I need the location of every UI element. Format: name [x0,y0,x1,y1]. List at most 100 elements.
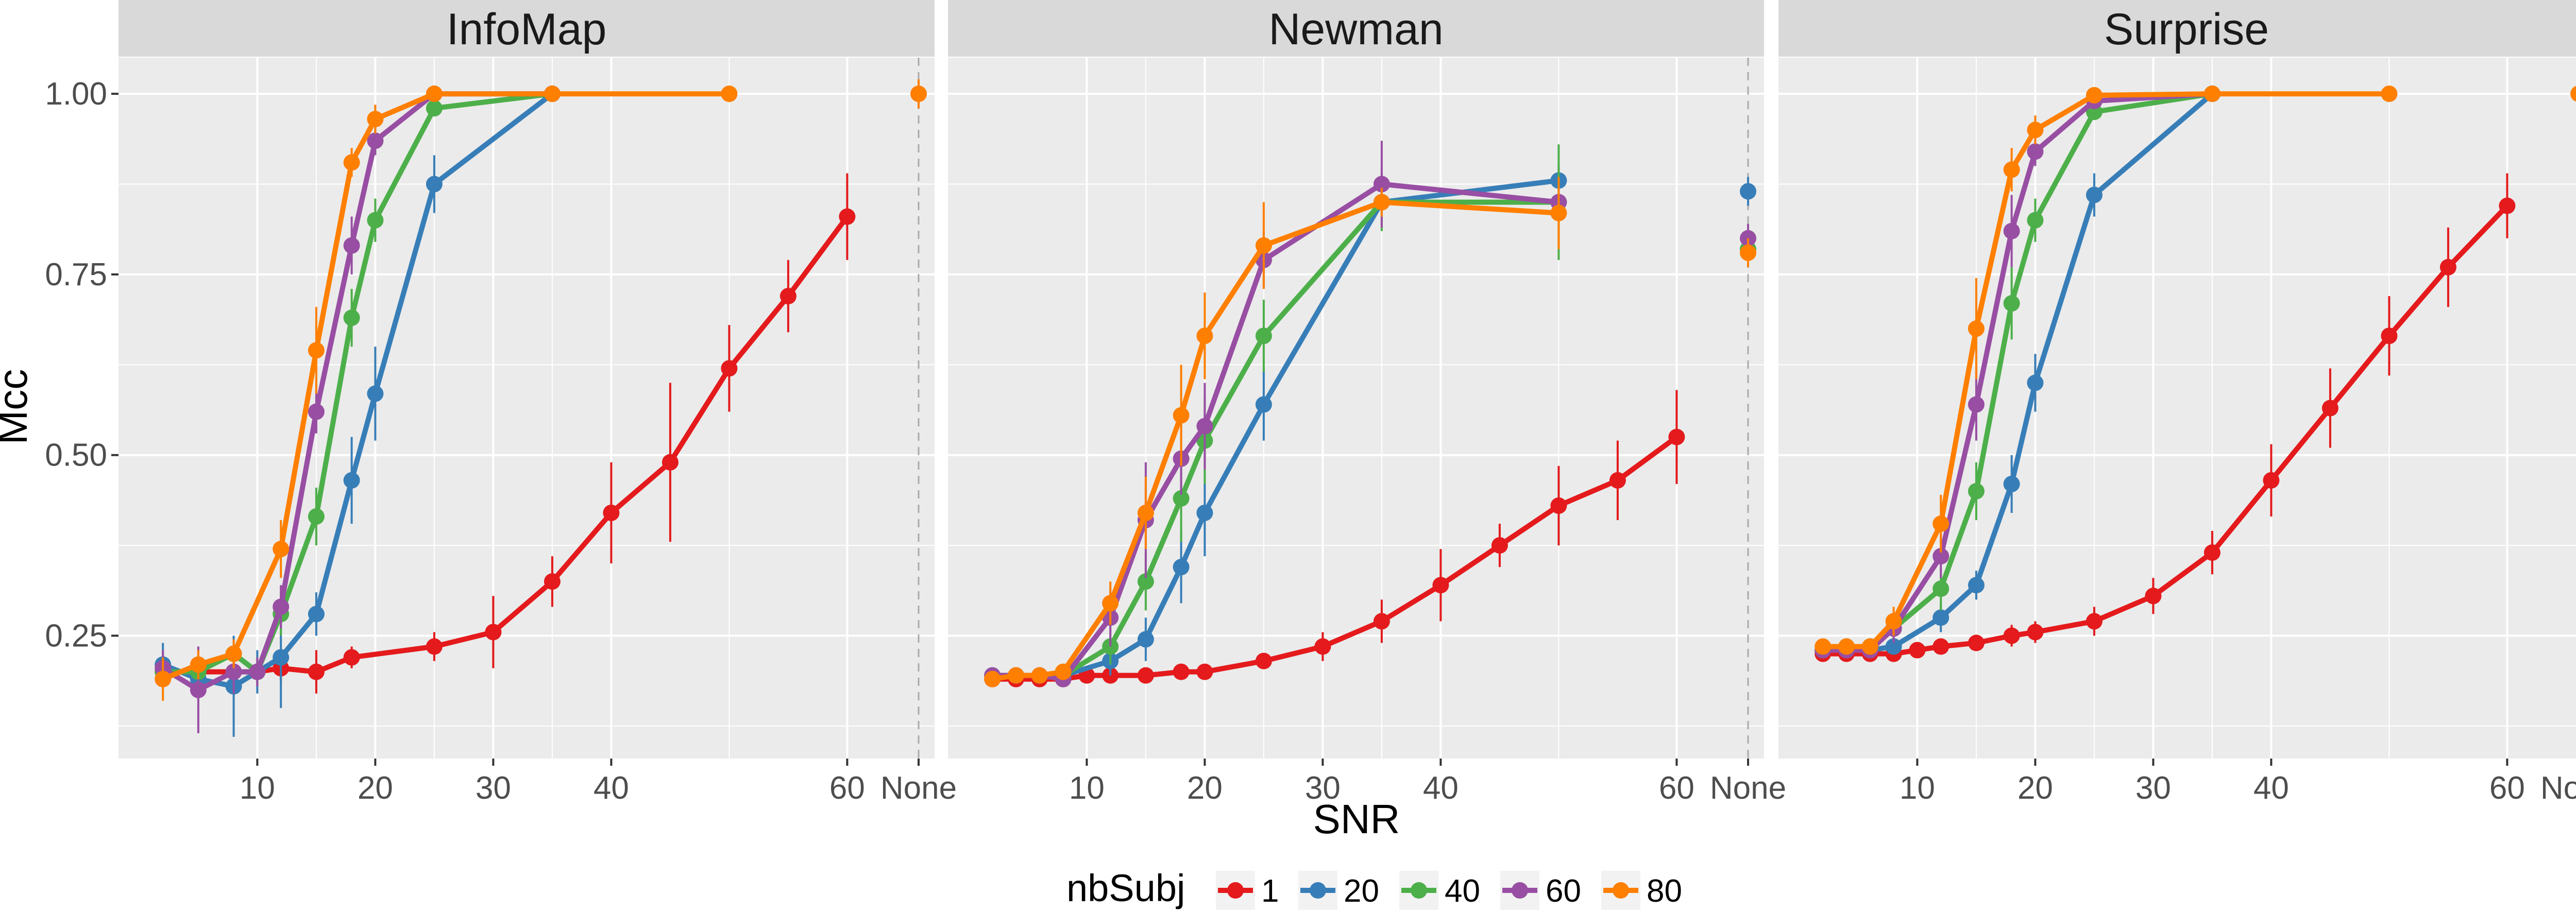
data-point [1255,237,1272,254]
data-point [1373,176,1390,193]
data-point [426,638,443,655]
data-point [2027,374,2044,391]
series-80 [984,177,1756,687]
legend-key-point [1613,882,1629,899]
data-point [2381,85,2398,102]
data-point [426,176,443,193]
data-point [2439,259,2456,276]
none-point [1740,244,1756,261]
data-point [367,111,384,128]
data-point [662,454,679,471]
data-point [343,649,360,666]
data-point [1373,194,1390,211]
data-point [1137,631,1154,648]
data-point [721,85,738,102]
data-point [190,681,207,698]
none-point [2570,85,2576,102]
panel-background [1778,58,2576,759]
data-point [1815,638,1832,655]
data-point [485,624,502,641]
data-point [1550,497,1567,514]
data-point [1031,667,1048,684]
data-point [225,645,242,662]
data-point [2086,613,2103,630]
data-point [2003,475,2020,492]
data-point [2321,400,2338,417]
data-point [2003,295,2020,312]
data-point [544,573,561,590]
legend-label: 1 [1261,873,1279,909]
legend-entry-1: 1 [1216,871,1279,910]
data-point [1909,642,1926,659]
data-point [603,504,620,521]
x-tick-label: 60 [1659,770,1694,806]
gridlines [948,58,1764,759]
data-point [1968,483,1985,500]
data-point [721,360,738,377]
data-point [1137,667,1154,684]
data-point [426,100,443,117]
data-point [1173,663,1190,680]
facet-strip [1778,0,2576,57]
data-point [1933,609,1950,626]
data-point [1968,577,1985,594]
data-point [273,541,290,558]
data-point [273,649,290,666]
data-point [2381,328,2398,345]
data-point [1008,667,1024,684]
data-point [1885,638,1902,655]
data-point [343,472,360,489]
data-point [2003,222,2020,239]
data-point [308,606,325,623]
x-tick-label: 10 [240,770,275,806]
data-point [1861,638,1878,655]
data-point [2145,588,2162,605]
facet-strip [948,0,1764,57]
data-point [2204,85,2221,102]
legend: nbSubj 1 20 40 60 80 [1066,867,1682,910]
x-tick-label: 30 [2136,770,2171,806]
data-point [249,663,266,680]
facet-panel-newman: Newman 10 20 30 40 60 None [948,0,1786,806]
x-axis-title: SNR [1313,796,1400,842]
x-tick-label: 30 [476,770,511,806]
data-point [308,342,325,359]
facet-title: Newman [1268,5,1443,54]
data-point [1491,537,1508,554]
data-point [367,212,384,229]
y-tick-label: 1.00 [45,76,107,112]
data-point [1550,204,1567,221]
x-tick-label: 10 [1900,770,1935,806]
data-point [1373,613,1390,630]
legend-entry-20: 20 [1298,871,1379,910]
panel-background [118,58,935,759]
data-point [1255,652,1272,669]
legend-label: 60 [1546,873,1581,909]
data-point [1173,559,1190,576]
x-tick-label: 60 [829,770,865,806]
legend-entry-80: 80 [1601,871,1682,910]
data-point [225,663,242,680]
data-point [1255,396,1272,413]
data-point [1196,328,1213,345]
data-point [426,85,443,102]
data-point [2086,87,2103,104]
legend-key-point [1512,882,1528,899]
legend-label: 80 [1647,873,1682,909]
y-axis: 0.25 0.50 0.75 1.00 [45,76,118,653]
data-point [984,670,1001,687]
data-point [367,132,384,149]
data-point [308,403,325,420]
data-point [1933,638,1950,655]
data-point [1609,472,1626,489]
data-point [1968,396,1985,413]
data-point [367,385,384,402]
data-point [1173,490,1190,507]
facet-panel-surprise: Surprise 10 20 30 40 60 None [1778,0,2576,806]
x-tick-label: 40 [2253,770,2289,806]
facet-panels: InfoMap 10 20 30 40 60 None Newman 10 20 30 40 60 Non… [118,0,2576,806]
data-point [1137,504,1154,521]
y-tick-label: 0.25 [45,618,107,653]
data-point [1885,613,1902,630]
facet-title: InfoMap [447,5,607,54]
